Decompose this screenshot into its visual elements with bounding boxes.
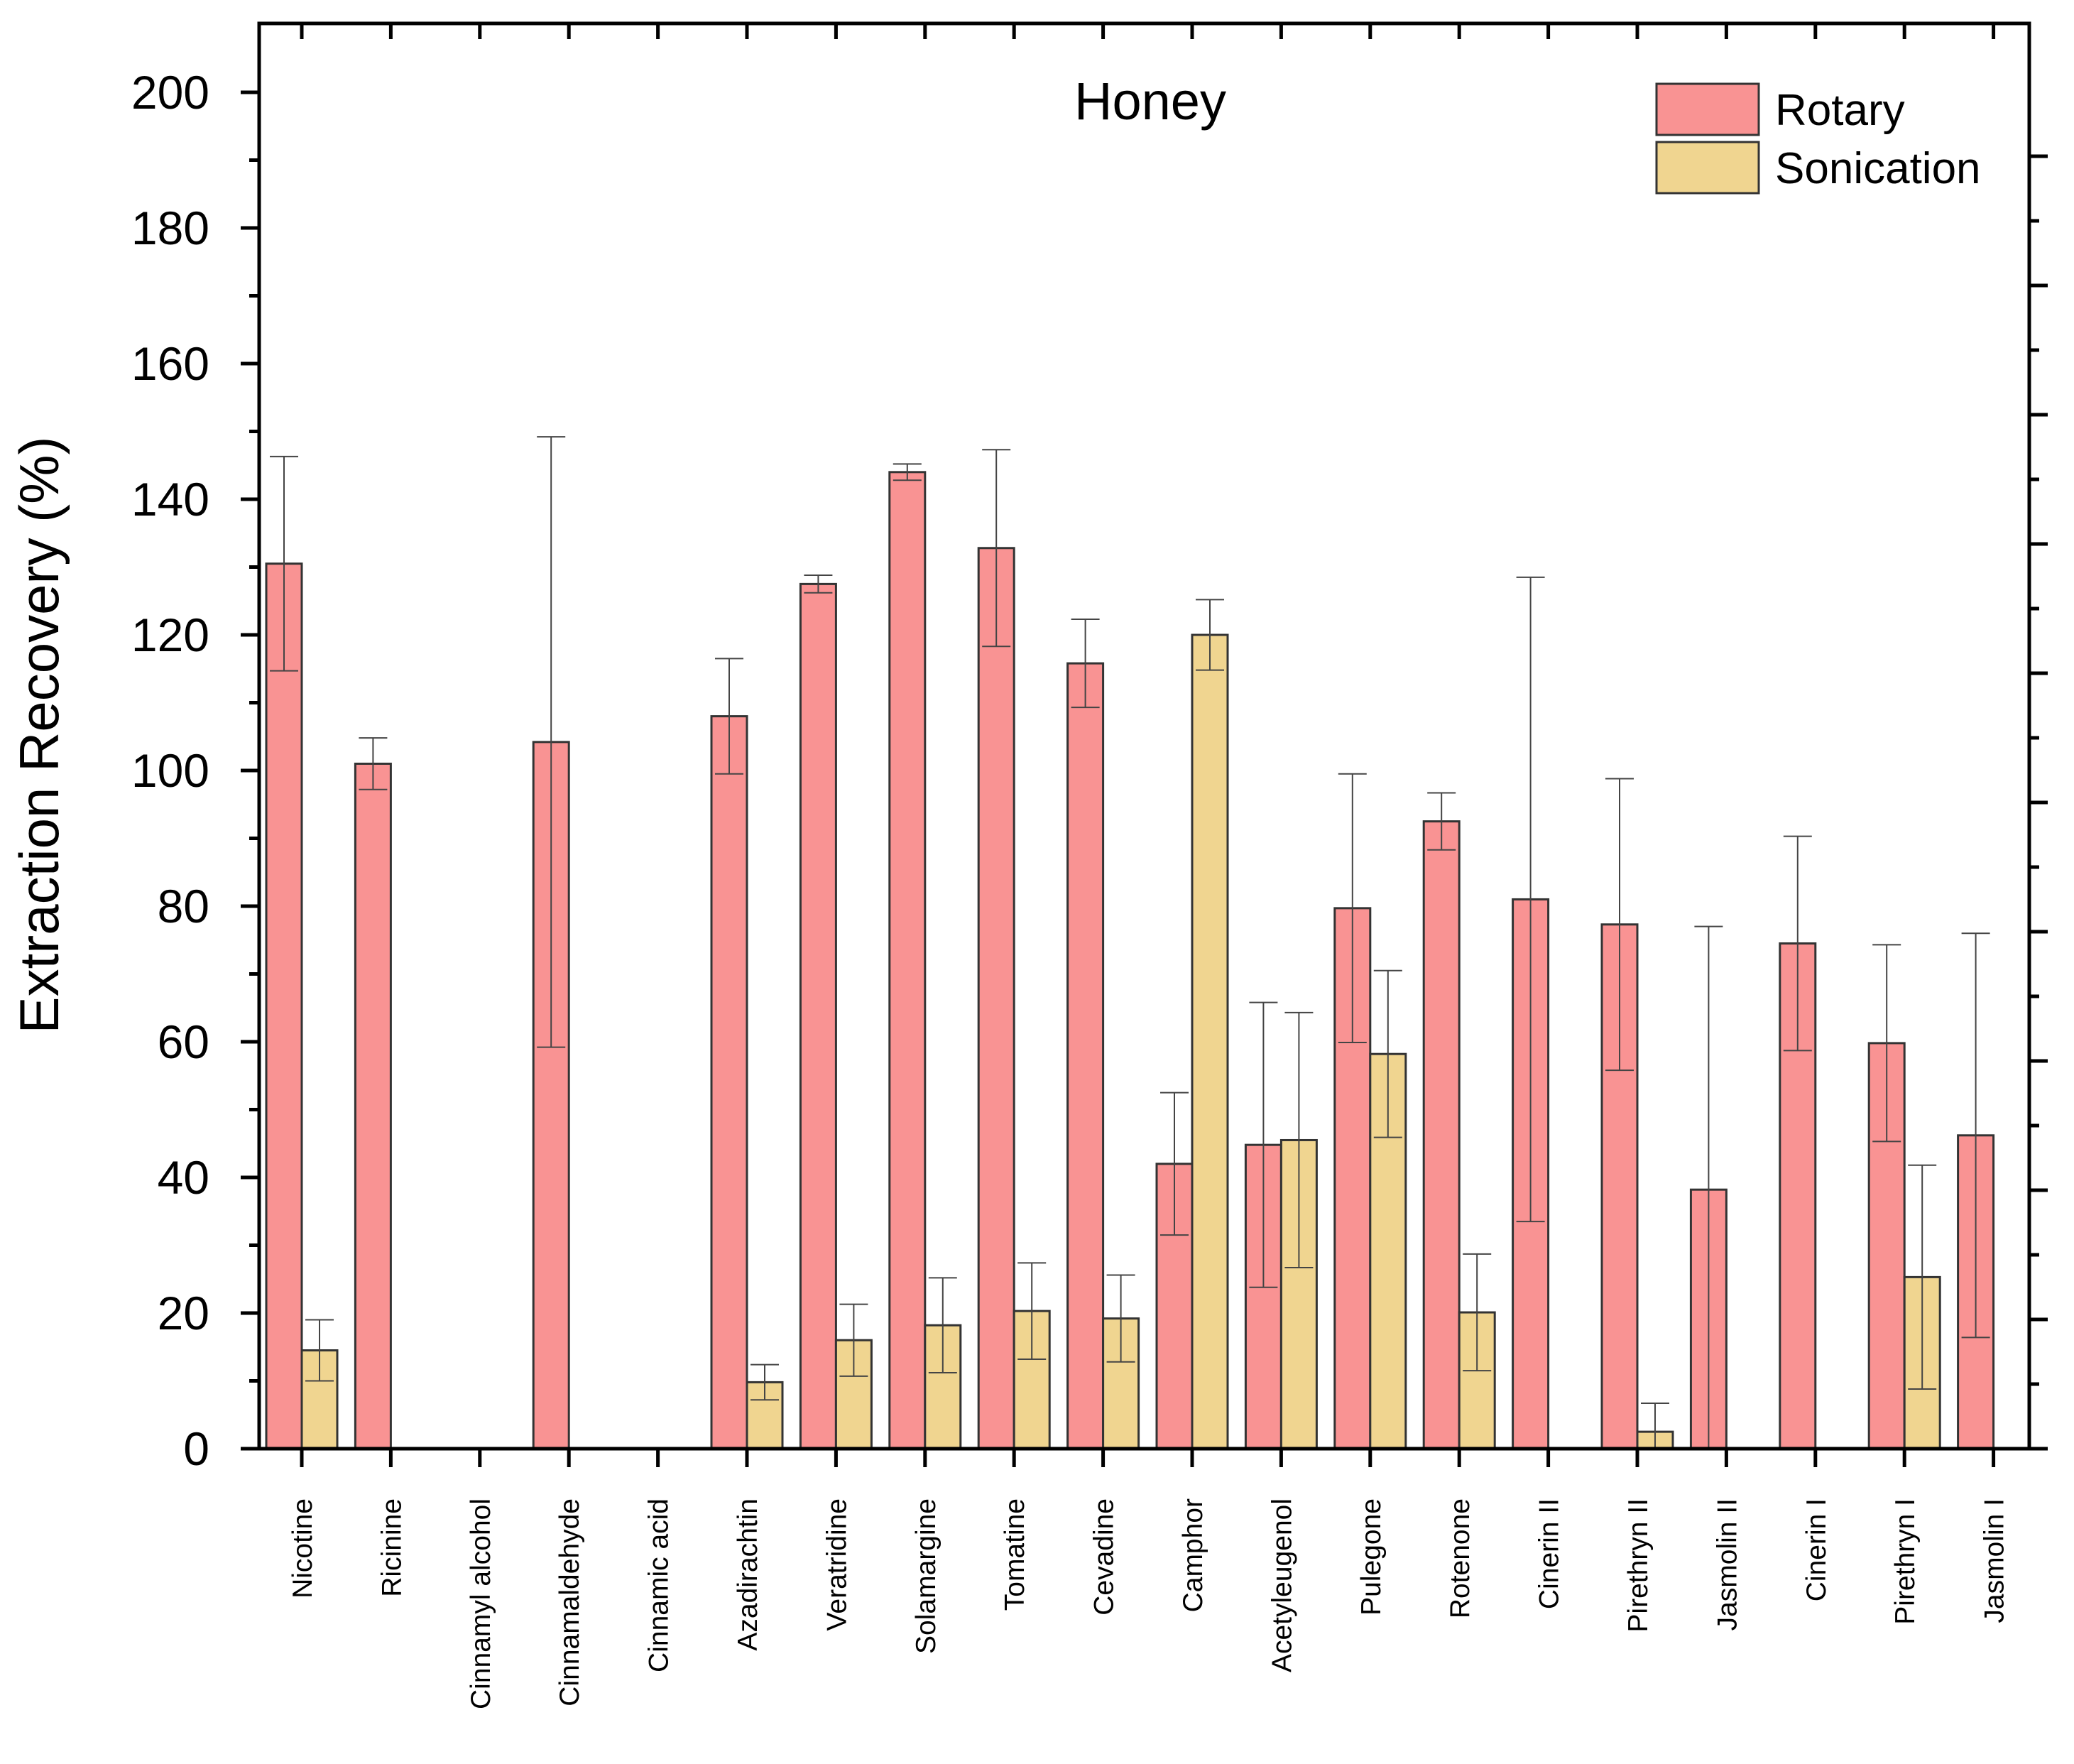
errorbar-rotary-18 <box>1872 944 1901 1143</box>
errorbar-sonication-18 <box>1908 1164 1937 1390</box>
errorbar-sonication-12 <box>1373 969 1402 1138</box>
error-bars <box>270 436 1990 1449</box>
y-tick-label-6: 120 <box>131 609 209 661</box>
errorbar-rotary-8 <box>982 449 1011 648</box>
errorbar-rotary-14 <box>1516 576 1545 1223</box>
x-tick-label-0: Nicotine <box>288 1498 318 1599</box>
errorbar-rotary-9 <box>1071 619 1100 709</box>
bar-rotary-6 <box>799 582 837 1450</box>
bar-rotary-9 <box>1066 662 1105 1450</box>
x-tick-label-1: Ricinine <box>376 1498 407 1597</box>
bar-marks <box>265 471 1995 1450</box>
errorbar-rotary-10 <box>1160 1091 1189 1236</box>
y-tick-label-0: 0 <box>183 1422 209 1475</box>
errorbar-sonication-8 <box>1017 1262 1047 1360</box>
x-tick-label-17: Cinerin I <box>1801 1498 1832 1601</box>
errorbar-sonication-9 <box>1106 1274 1135 1363</box>
x-tick-label-19: Jasmolin I <box>1980 1498 2010 1623</box>
y-tick-label-9: 180 <box>131 202 209 254</box>
errorbar-rotary-17 <box>1783 835 1812 1052</box>
x-tick-label-16: Jasmolin II <box>1712 1498 1742 1630</box>
y-tick-label-5: 100 <box>131 744 209 797</box>
chart-title: Honey <box>1074 72 1226 131</box>
y-tick-label-2: 40 <box>158 1151 209 1204</box>
x-axis: Nicotine Ricinine Cinnamyl alcohol Cinnamal… <box>288 1449 2010 1709</box>
errorbar-sonication-13 <box>1463 1253 1492 1372</box>
bar-rotary-5 <box>710 715 748 1450</box>
errorbar-rotary-6 <box>804 574 833 594</box>
y-tick-label-1: 20 <box>158 1287 209 1339</box>
x-tick-label-18: Pirethryn I <box>1890 1498 1921 1625</box>
x-tick-label-11: Acetyleugenol <box>1267 1498 1297 1672</box>
errorbar-rotary-13 <box>1427 792 1456 851</box>
x-tick-label-6: Veratridine <box>822 1498 852 1630</box>
legend-label-rotary: Rotary <box>1775 86 1905 135</box>
x-tick-label-9: Cevadine <box>1089 1498 1120 1616</box>
errorbar-rotary-7 <box>893 463 922 481</box>
bar-sonication-11 <box>1279 1138 1318 1450</box>
y-tick-label-4: 80 <box>158 880 209 932</box>
bar-rotary-13 <box>1422 820 1461 1450</box>
legend-label-sonication: Sonication <box>1775 144 1981 193</box>
y-axis: 0 20 40 60 80 100 120 140 160 180 200 <box>131 66 259 1475</box>
bar-sonication-10 <box>1191 633 1229 1450</box>
legend-swatch-sonication <box>1655 141 1760 195</box>
errorbar-sonication-11 <box>1284 1011 1314 1269</box>
legend-swatch-rotary <box>1655 82 1760 136</box>
x-tick-label-2: Cinnamyl alcohol <box>466 1498 496 1709</box>
top-axis-ticks <box>300 23 1996 39</box>
errorbar-rotary-15 <box>1605 778 1634 1072</box>
errorbar-rotary-19 <box>1961 932 1990 1339</box>
x-tick-label-14: Cinerin II <box>1534 1498 1565 1609</box>
x-tick-label-13: Rotenone <box>1445 1498 1475 1618</box>
y-tick-label-8: 160 <box>131 337 209 390</box>
bar-rotary-7 <box>888 471 927 1450</box>
right-axis-ticks <box>2029 154 2048 1451</box>
y-tick-label-10: 200 <box>131 66 209 119</box>
errorbar-rotary-5 <box>715 658 743 775</box>
plot-frame <box>257 21 2031 1451</box>
x-tick-label-3: Cinnamaldehyde <box>555 1498 585 1706</box>
y-tick-label-7: 140 <box>131 473 209 526</box>
errorbar-sonication-0 <box>305 1319 334 1382</box>
x-tick-label-15: Pirethryn II <box>1623 1498 1654 1633</box>
errorbar-sonication-7 <box>928 1277 957 1374</box>
errorbar-rotary-11 <box>1249 1001 1278 1288</box>
y-axis-title: Extraction Recovery (%) <box>8 437 70 1034</box>
bar-rotary-1 <box>354 762 392 1450</box>
x-tick-label-12: Pulegone <box>1356 1498 1387 1616</box>
x-tick-label-8: Tomatine <box>1000 1498 1030 1611</box>
x-tick-label-10: Camphor <box>1178 1498 1208 1612</box>
bar-rotary-0 <box>265 562 303 1450</box>
errorbar-sonication-6 <box>839 1303 868 1377</box>
errorbar-rotary-3 <box>537 436 566 1048</box>
legend: Rotary Sonication <box>1655 82 1981 195</box>
y-tick-label-3: 60 <box>158 1016 209 1068</box>
errorbar-rotary-12 <box>1338 773 1367 1043</box>
errorbar-sonication-10 <box>1196 599 1224 671</box>
errorbar-rotary-1 <box>359 737 388 790</box>
errorbar-sonication-5 <box>751 1363 779 1401</box>
x-tick-label-4: Cinnamic acid <box>644 1498 675 1672</box>
x-tick-label-7: Solamargine <box>911 1498 942 1654</box>
x-tick-label-5: Azadirachtin <box>733 1498 763 1651</box>
bar-rotary-8 <box>977 547 1015 1450</box>
errorbar-rotary-0 <box>270 455 298 672</box>
